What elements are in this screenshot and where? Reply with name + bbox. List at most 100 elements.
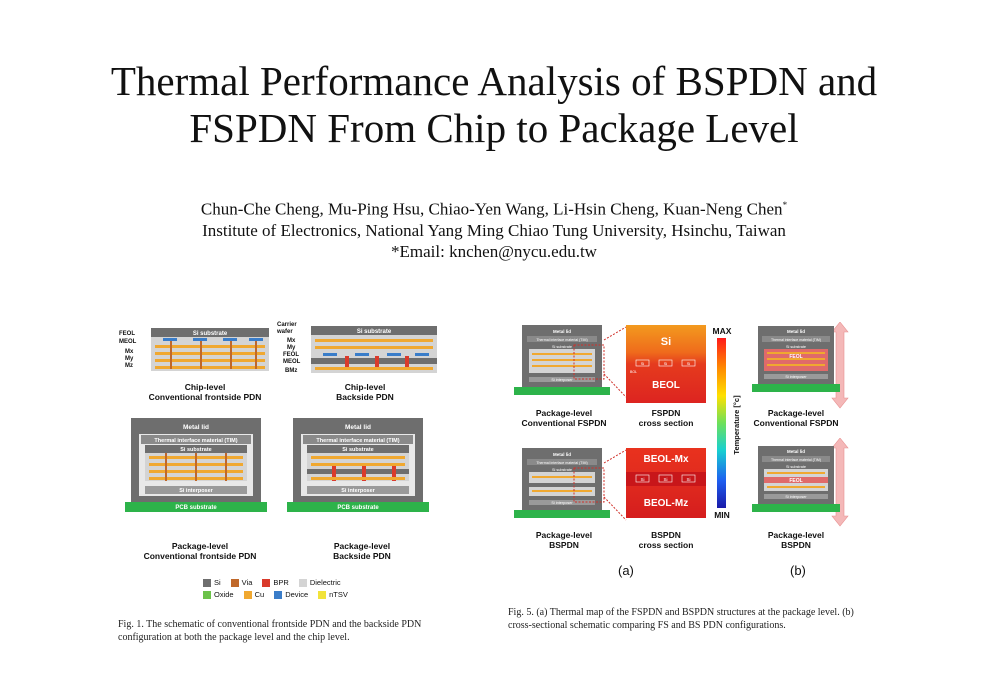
fig5-rbs-lid: Metal lid	[787, 449, 805, 454]
pkg-fs-caption-2: Conventional frontside PDN	[143, 551, 257, 561]
authors-text: Chun-Che Cheng, Mu-Ping Hsu, Chiao-Yen W…	[200, 199, 783, 219]
legend-via-swatch	[230, 578, 239, 587]
title-line-2: FSPDN From Chip to Package Level	[189, 105, 799, 151]
pkg-bs-interposer: Si interposer	[341, 488, 375, 494]
fig5-fs-lid: Metal lid	[553, 329, 571, 334]
legend-dielectric-label: Dielectric	[309, 578, 341, 587]
fig5-bs-xsec-caption-1: BSPDN	[651, 530, 681, 540]
fig5-bs-pkg-caption: Package-level BSPDN	[508, 530, 620, 550]
fig5-fs-xsec-si: Si	[661, 336, 671, 348]
legend-bpr: BPR	[262, 578, 289, 587]
legend-row-2: Oxide Cu Device nTSV	[203, 590, 348, 599]
legend-cu-label: Cu	[254, 590, 265, 599]
pkg-bs-lid: Metal lid	[345, 424, 371, 431]
pkg-fs-lid: Metal lid	[183, 424, 209, 431]
fig5-fs-xsec-caption-2: cross section	[638, 418, 694, 428]
fig5-right-bs-caption: Package-level BSPDN	[746, 530, 846, 550]
legend-ntsv: nTSV	[318, 590, 348, 599]
pkg-bs-tim: Thermal interface material (TIM)	[316, 438, 399, 444]
legend-via-label: Via	[241, 578, 253, 587]
legend-oxide: Oxide	[203, 590, 234, 599]
pkg-bs-diagram: Metal lid Thermal interface material (TI…	[287, 418, 429, 512]
fig5-right-fs-caption: Package-level Conventional FSPDN	[746, 408, 846, 428]
chip-bs-layer-5: MEOL	[283, 359, 301, 365]
colorbar-label-box: Temperature [°c]	[730, 390, 744, 460]
fig5-bs-xsec-mx: BEOL-Mx	[644, 454, 689, 465]
fig5-right-fs: Metal lid Thermal interface material (TI…	[752, 322, 849, 409]
fig5-right-bs-caption-2: BSPDN	[781, 540, 811, 550]
chip-bs-caption: Chip-level Backside PDN	[295, 382, 435, 402]
fig5-bs-lid: Metal lid	[553, 452, 571, 457]
fig5-fs-pkg-caption-1: Package-level	[535, 408, 593, 418]
chip-fs-layer-2: Mx	[125, 349, 134, 355]
fig5-bs-int: Si interposer	[551, 501, 573, 505]
fig5-fs-pkg-caption-2: Conventional FSPDN	[521, 418, 607, 428]
legend-bpr-label: BPR	[273, 578, 289, 587]
fig5-bs-xsec-si-3: Si	[686, 477, 690, 482]
fig5-right-fs-caption-1: Package-level	[767, 408, 825, 418]
legend-ntsv-swatch	[318, 590, 327, 599]
pkg-fs-caption: Package-level Conventional frontside PDN	[125, 541, 275, 561]
chip-fs-substrate: Si substrate	[193, 331, 228, 337]
fig5-rfs-lid: Metal lid	[787, 329, 805, 334]
legend-dielectric: Dielectric	[298, 578, 341, 587]
chip-bs-layer-6: BMz	[285, 368, 297, 374]
pkg-bs-caption-1: Package-level	[333, 541, 391, 551]
panel-a-label: (a)	[618, 563, 634, 578]
fig5-fs-pkg-map: Metal lid Thermal interface material (TI…	[514, 325, 610, 395]
figure-5: Metal lid Thermal interface material (TI…	[508, 320, 856, 582]
colorbar-max: MAX	[712, 326, 732, 336]
pkg-fs-pcb: PCB substrate	[175, 505, 217, 511]
legend-oxide-swatch	[203, 590, 211, 599]
fig5-bs-pkg-caption-1: Package-level	[535, 530, 593, 540]
pkg-fs-interposer: Si interposer	[179, 488, 213, 494]
fig5-rbs-sub: Si substrate	[786, 465, 806, 469]
fig5-fs-xsec-bol: BOL	[630, 370, 637, 374]
pkg-fs-tim: Thermal interface material (TIM)	[154, 438, 237, 444]
legend-device-label: Device	[285, 590, 309, 599]
fig1-caption: Fig. 1. The schematic of conventional fr…	[118, 619, 422, 643]
legend-bpr-swatch	[262, 578, 271, 587]
chip-fs-caption-1: Chip-level	[184, 382, 226, 392]
fig5-bs-pkg-caption-2: BSPDN	[549, 540, 579, 550]
fig5-bs-xsec: BEOL-Mx Si Si Si BEOL-Mz	[626, 448, 706, 518]
pkg-fs-substrate: Si substrate	[180, 447, 211, 453]
legend-device-swatch	[274, 590, 283, 599]
legend-ntsv-label: nTSV	[329, 590, 348, 599]
fig5-bs-xsec-caption: BSPDN cross section	[626, 530, 706, 550]
fig5-rbs-tim: Thermal interface material (TIM)	[771, 458, 821, 462]
fig5-right-bs: Metal lid Thermal interface material (TI…	[752, 438, 849, 527]
legend-cu-swatch	[243, 590, 252, 599]
chip-bs-layer-3: My	[287, 345, 296, 351]
colorbar-label: Temperature [°c]	[732, 395, 741, 455]
fig5-fs-xsec-caption: FSPDN cross section	[626, 408, 706, 428]
figure-1: FEOL MEOL Mx My Mz Si substrate Chip-lev…	[115, 318, 445, 608]
fig5-fs-xsec-caption-1: FSPDN	[651, 408, 681, 418]
chip-fs-layer-1: MEOL	[119, 339, 137, 345]
fig5-rfs-sub: Si substrate	[786, 345, 806, 349]
fig5-fs-sub: Si substrate	[552, 345, 572, 349]
legend-oxide-label: Oxide	[214, 590, 234, 599]
chip-bs-substrate: Si substrate	[357, 329, 392, 335]
chip-bs-layer-2: Mx	[287, 338, 296, 344]
fig5-bs-xsec-si-2: Si	[663, 477, 667, 482]
fig5-bs-xsec-mz: BEOL-Mz	[644, 498, 688, 509]
fig5-bs-pkg-map: Metal lid Thermal interface material (TI…	[514, 448, 610, 518]
fig5-bs-xsec-si-1: Si	[640, 477, 644, 482]
paper-title: Thermal Performance Analysis of BSPDN an…	[0, 58, 988, 152]
affiliation: Institute of Electronics, National Yang …	[202, 220, 786, 240]
chip-bs-caption-2: Backside PDN	[336, 392, 394, 402]
fig5-rbs-int: Si interposer	[785, 495, 807, 499]
fig5-right-bs-caption-1: Package-level	[767, 530, 825, 540]
chip-bs-layer-1: wafer	[276, 329, 293, 335]
pkg-bs-pcb: PCB substrate	[337, 505, 379, 511]
fig5-fs-xsec: Si Si Si Si BOL BEOL	[626, 325, 706, 403]
fig5-bs-tim: Thermal interface material (TIM)	[536, 461, 587, 465]
legend-si-swatch	[203, 578, 211, 587]
fig5-bs-xsec-caption-2: cross section	[638, 540, 694, 550]
fig5-fs-pkg-caption: Package-level Conventional FSPDN	[508, 408, 620, 428]
pkg-bs-caption-2: Backside PDN	[333, 551, 391, 561]
pkg-fs-caption-1: Package-level	[171, 541, 229, 551]
chip-fs-diagram: FEOL MEOL Mx My Mz Si substrate	[119, 328, 269, 371]
email: *Email: knchen@nycu.edu.tw	[391, 241, 597, 261]
